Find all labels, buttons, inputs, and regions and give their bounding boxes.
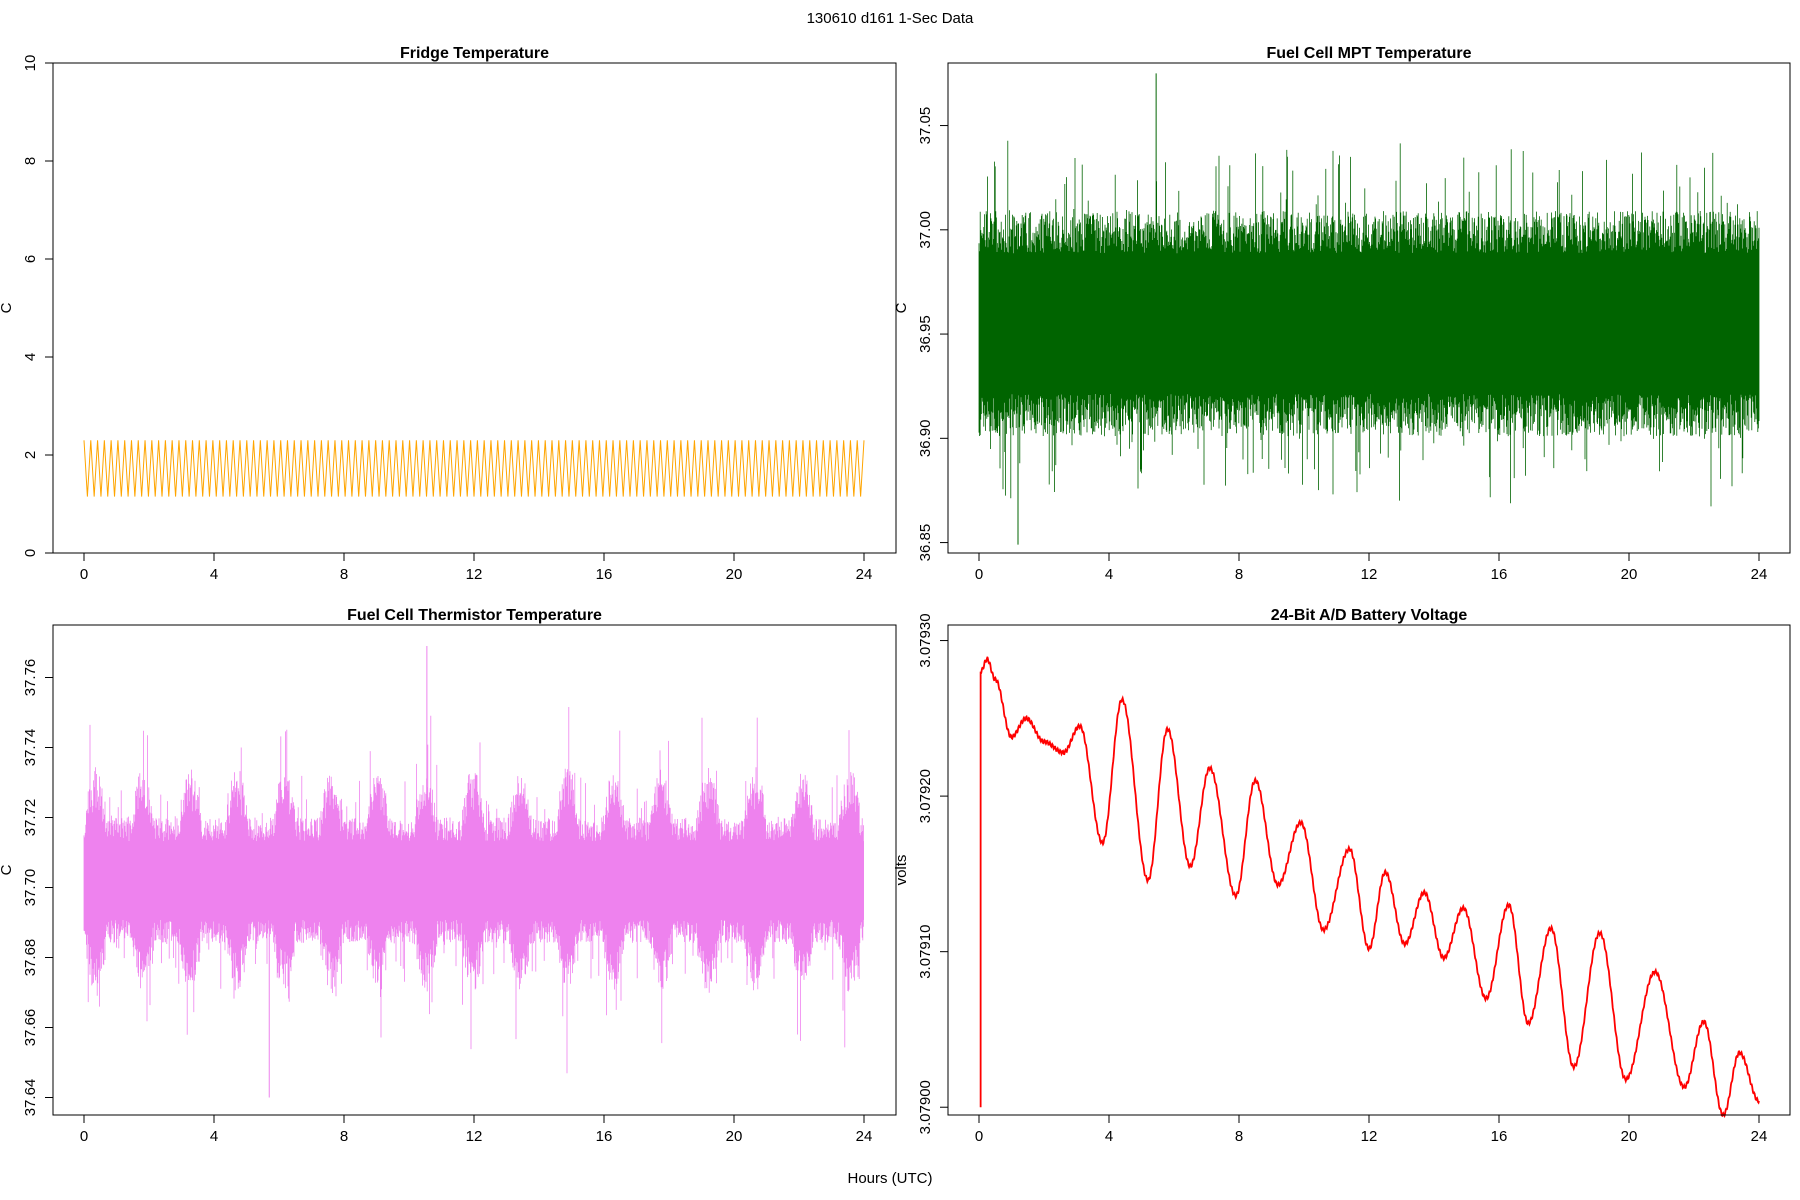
panel-fuel-cell-thermistor-temperature: Fuel Cell Thermistor Temperature C 0 4 8 12 16… [0,607,897,1145]
series-line [978,73,1760,545]
y-tick-label: 37.66 [22,1009,39,1047]
y-tick-label: 3.07900 [917,1080,934,1134]
y-tick-label: 0 [22,549,39,557]
x-tick-label: 16 [1491,1128,1508,1145]
series-line [979,656,1760,1119]
panel-battery-voltage: 24-Bit A/D Battery Voltage volts 0 4 8 12 16 20… [893,607,1791,1145]
y-axis-label: C [893,302,910,313]
y-tick-label: 3.07910 [917,925,934,979]
fridge-temperature-line [83,440,865,497]
y-tick-label: 8 [22,157,39,165]
x-tick-label: 4 [1105,1128,1113,1145]
panel-title: 24-Bit A/D Battery Voltage [1271,607,1468,624]
x-tick-label: 12 [466,566,483,583]
y-tick-label: 37.64 [22,1079,39,1117]
y-tick-label: 6 [22,255,39,263]
x-tick-label: 12 [1361,1128,1378,1145]
panel-title: Fuel Cell Thermistor Temperature [347,607,602,624]
y-axis-label: C [0,302,15,313]
y-tick-label: 37.74 [22,729,39,767]
series-line [83,646,864,1098]
figure-xlabel: Hours (UTC) [848,1170,933,1187]
x-tick-label: 24 [1751,1128,1768,1145]
panel-title: Fridge Temperature [400,45,549,62]
y-axis-label: volts [893,855,910,886]
y-tick-label: 37.76 [22,659,39,697]
x-tick-label: 16 [596,566,613,583]
x-tick-label: 0 [80,566,88,583]
x-tick-label: 8 [1235,566,1243,583]
panel-title: Fuel Cell MPT Temperature [1266,45,1471,62]
noise-band-core [979,256,1759,392]
x-tick-label: 12 [1361,566,1378,583]
y-tick-label: 37.00 [917,211,934,249]
y-axis-label: C [0,864,15,875]
x-tick-label: 8 [340,1128,348,1145]
y-tick-label: 10 [22,55,39,72]
y-tick-label: 4 [22,353,39,361]
x-tick-label: 20 [1621,566,1638,583]
x-tick-label: 4 [1105,566,1113,583]
x-tick-label: 20 [726,1128,743,1145]
y-tick-label: 37.68 [22,939,39,977]
x-tick-label: 12 [466,1128,483,1145]
figure-title: 130610 d161 1-Sec Data [807,10,974,27]
x-tick-label: 8 [340,566,348,583]
x-tick-label: 24 [856,566,873,583]
x-tick-label: 16 [1491,566,1508,583]
x-tick-label: 0 [975,1128,983,1145]
x-tick-label: 4 [210,1128,218,1145]
y-tick-label: 3.07930 [917,613,934,667]
x-tick-label: 24 [1751,566,1768,583]
panel-fuel-cell-mpt-temperature: Fuel Cell MPT Temperature C 0 4 8 12 16 20 24 36.… [893,45,1791,583]
x-tick-label: 0 [975,566,983,583]
y-tick-label: 36.95 [917,315,934,353]
noise-band-core [84,841,864,920]
x-tick-label: 16 [596,1128,613,1145]
y-tick-label: 37.70 [22,869,39,907]
y-tick-label: 37.05 [917,107,934,145]
plot-frame [947,624,1791,1116]
x-tick-label: 24 [856,1128,873,1145]
y-tick-label: 36.85 [917,524,934,562]
plot-frame [52,62,897,554]
y-tick-label: 2 [22,451,39,459]
x-tick-label: 8 [1235,1128,1243,1145]
y-tick-label: 37.72 [22,799,39,837]
y-tick-label: 3.07920 [917,769,934,823]
x-tick-label: 0 [80,1128,88,1145]
battery-voltage-line [979,656,1760,1119]
y-tick-label: 36.90 [917,420,934,458]
x-tick-label: 20 [1621,1128,1638,1145]
series-line [83,440,865,497]
x-tick-label: 20 [726,566,743,583]
x-tick-label: 4 [210,566,218,583]
panel-fridge-temperature: Fridge TemperatureC048121620240246810 [0,45,897,583]
